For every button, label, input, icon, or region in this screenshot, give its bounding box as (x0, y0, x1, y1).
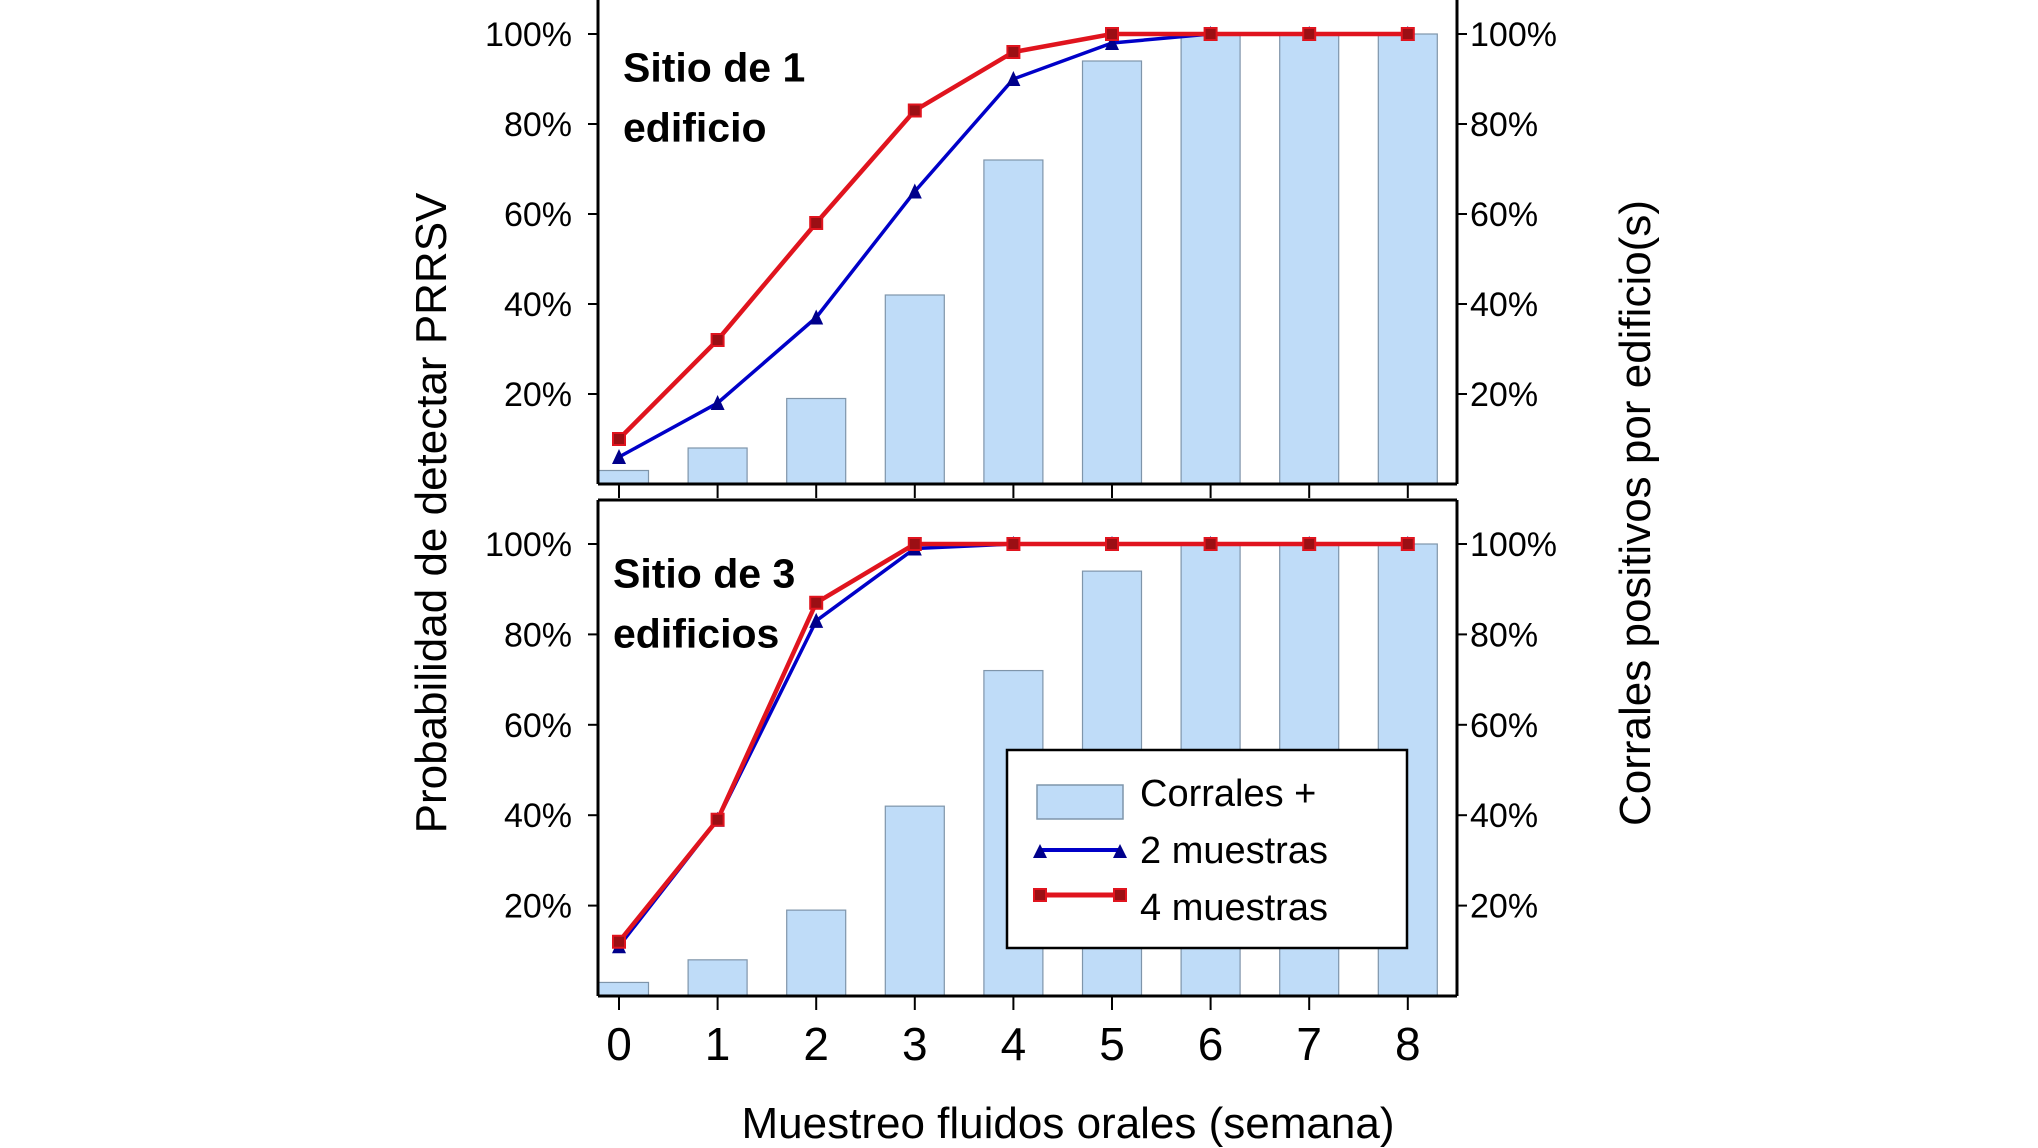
y-tick-label-right: 80% (1470, 106, 1538, 144)
x-tick-label: 6 (1198, 1018, 1224, 1070)
legend-triangle-marker (1113, 844, 1127, 858)
plot-area (598, 26, 1438, 484)
point-triangle (710, 395, 725, 410)
point-square (1105, 27, 1119, 41)
point-triangle (809, 309, 824, 325)
x-tick-label: 3 (902, 1018, 928, 1070)
panel-title: Sitio de 1 (623, 45, 805, 91)
point-square (710, 812, 725, 827)
bar (687, 959, 748, 996)
point-triangle (907, 183, 922, 199)
y-tick-label-right: 20% (1470, 888, 1538, 926)
legend-bar-swatch (1036, 784, 1124, 820)
point-square (907, 537, 922, 551)
x-tick-label: 0 (606, 1018, 632, 1070)
y-tick-label-right: 100% (1470, 526, 1557, 564)
legend-label-corrales: Corrales + (1140, 773, 1316, 815)
y-tick-label-left: 40% (504, 797, 572, 835)
bar (786, 909, 847, 996)
y-tick-label-right: 100% (1470, 16, 1557, 54)
legend-square-marker (1113, 888, 1127, 902)
point-square (710, 333, 725, 347)
x-tick-label: 7 (1296, 1018, 1322, 1070)
y-tick-label-right: 60% (1470, 196, 1538, 234)
y-tick-label-left: 80% (504, 106, 572, 144)
legend-triangle-marker (1033, 844, 1047, 858)
bar (1081, 60, 1143, 484)
panel-2: 20% 20% 40% 40% 60% 60% 80% 80% 100% 100% Sitio de… (485, 498, 1557, 1010)
y-tick-label-right: 60% (1470, 707, 1538, 745)
x-tick-label: 5 (1099, 1018, 1125, 1070)
point-square (1203, 537, 1218, 551)
point-triangle (1006, 71, 1021, 86)
point-square (1302, 27, 1317, 41)
x-tick-label: 4 (1001, 1018, 1027, 1070)
legend-square-marker (1033, 888, 1047, 902)
bar (687, 447, 748, 484)
bar (983, 159, 1044, 484)
bar (598, 469, 650, 484)
y-tick-label-left: 80% (504, 616, 572, 654)
y-tick-label-left: 40% (504, 286, 572, 324)
point-triangle (612, 449, 626, 464)
y-tick-label-right: 80% (1470, 616, 1538, 654)
point-square (612, 934, 626, 949)
bar (884, 805, 945, 996)
y-tick-label-left: 100% (485, 526, 572, 564)
point-triangle (809, 612, 824, 628)
point-square (1006, 537, 1021, 551)
y-tick-label-left: 20% (504, 376, 572, 414)
legend-label-2-muestras: 2 muestras (1140, 830, 1328, 872)
panel-title: Sitio de 3 (613, 551, 795, 597)
y-tick-label-right: 20% (1470, 376, 1538, 414)
y-tick-label-left: 100% (485, 16, 572, 54)
point-square (1006, 45, 1021, 59)
x-axis-label: Muestreo fluidos orales (semana) (742, 1099, 1395, 1148)
point-square (1400, 27, 1415, 41)
x-tick-label: 1 (705, 1018, 731, 1070)
y-axis-label-right: Corrales positivos por edificio(s) (1611, 200, 1660, 826)
point-square (1105, 537, 1119, 551)
point-square (1400, 537, 1415, 551)
bar (884, 294, 945, 484)
panel-1: 20% 20% 40% 40% 60% 60% 80% 80% 100% 100% Sitio de… (485, 0, 1557, 498)
x-tick-label: 2 (803, 1018, 829, 1070)
y-tick-label-left: 20% (504, 888, 572, 926)
point-square (809, 595, 824, 610)
bar (1377, 33, 1438, 484)
point-square (1302, 537, 1317, 551)
bar (598, 981, 650, 996)
panel-title: edificios (613, 611, 779, 657)
bar (1180, 33, 1241, 484)
point-square (907, 103, 922, 118)
y-axis-label-left: Probabilidad de detectar PRRSV (407, 192, 456, 833)
point-square (809, 216, 824, 230)
panel-title: edificio (623, 105, 767, 151)
y-tick-label-left: 60% (504, 707, 572, 745)
point-square (1203, 27, 1218, 41)
point-triangle (1105, 35, 1119, 50)
legend-label-4-muestras: 4 muestras (1140, 887, 1328, 929)
legend: Corrales + 2 muestras 4 muestras (1005, 748, 1409, 950)
y-tick-label-left: 60% (504, 196, 572, 234)
x-tick-label: 8 (1395, 1018, 1421, 1070)
bar (786, 397, 847, 484)
bar (1279, 33, 1340, 484)
point-square (612, 432, 626, 446)
y-tick-label-right: 40% (1470, 797, 1538, 835)
y-tick-label-right: 40% (1470, 286, 1538, 324)
